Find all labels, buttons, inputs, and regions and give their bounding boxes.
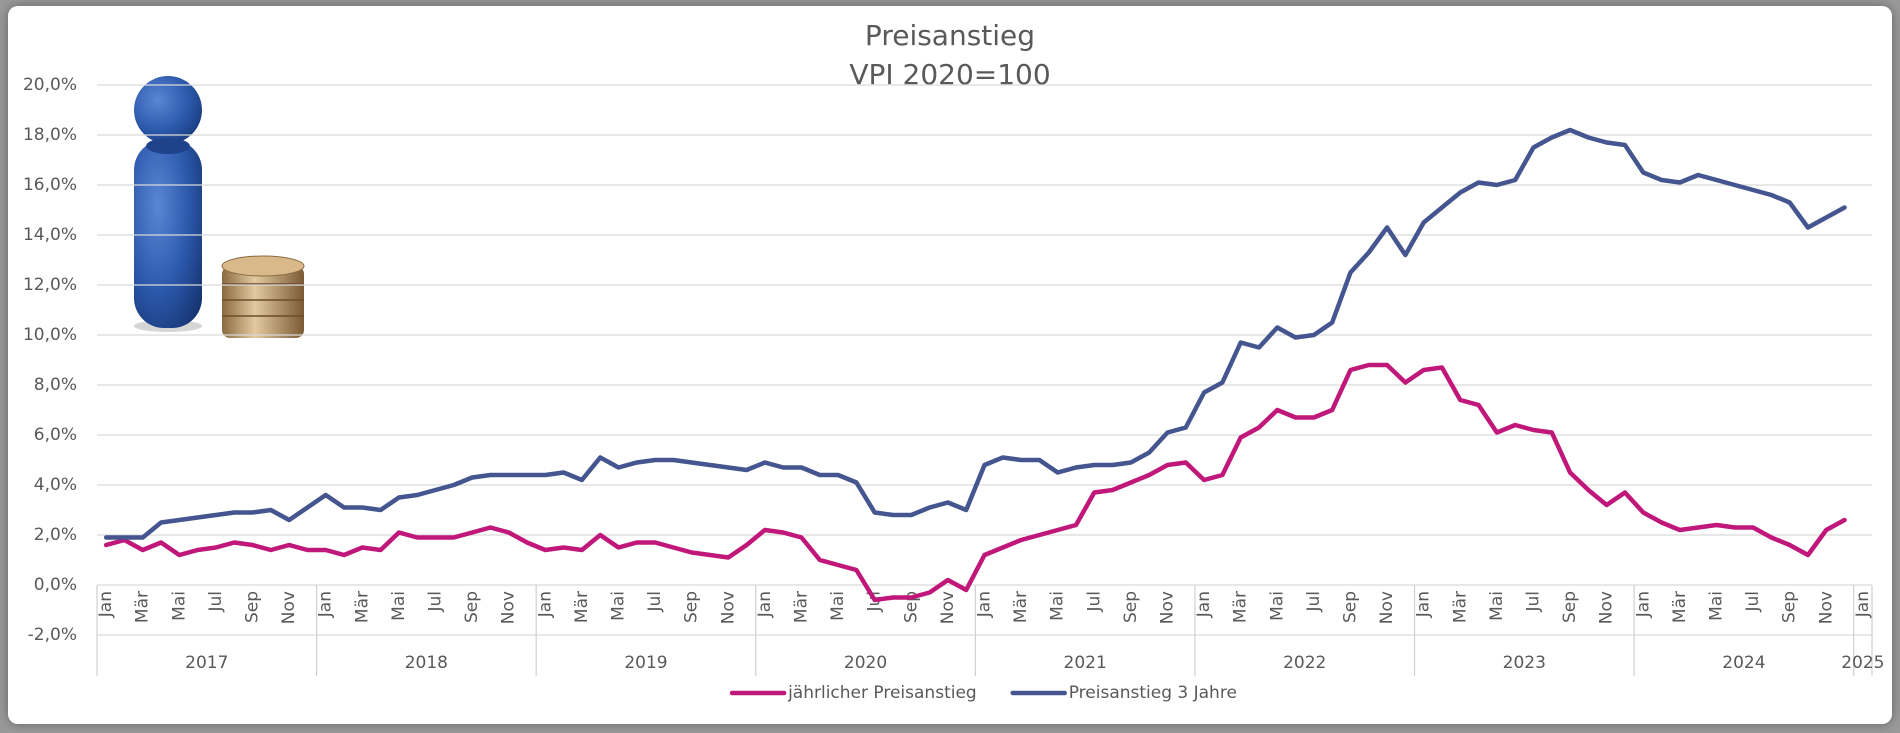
x-tick-label: Mär [572,591,592,623]
x-tick-label: Sep [462,591,482,623]
x-group-label: 2020 [844,653,887,673]
chart-subtitle: VPI 2020=100 [849,58,1050,91]
x-tick-label: Sep [682,591,702,623]
y-tick-label: 16,0% [23,175,77,195]
y-tick-label: -2,0% [28,625,77,645]
x-tick-label: Jan [975,591,995,618]
x-tick-label: Mär [1231,591,1251,623]
x-tick-label: Mai [1267,591,1287,621]
x-tick-label: Nov [938,591,958,624]
x-tick-label: Mär [792,591,812,623]
x-group-label: 2021 [1064,653,1107,673]
x-tick-label: Jan [1853,591,1873,618]
x-group-label: 2023 [1503,653,1546,673]
x-tick-label: Jan [316,591,336,618]
x-tick-label: Nov [718,591,738,624]
x-tick-label: Jul [1743,591,1763,613]
x-tick-label: Jan [96,591,116,618]
x-tick-label: Sep [1340,591,1360,623]
x-tick-label: Sep [243,591,263,623]
y-tick-label: 18,0% [23,125,77,145]
x-group-label: 2017 [185,653,228,673]
x-tick-label: Mai [1706,591,1726,621]
legend-label: jährlicher Preisanstieg [787,683,977,703]
x-tick-label: Jul [426,591,446,613]
x-tick-label: Jan [755,591,775,618]
x-group-label: 2019 [624,653,667,673]
x-tick-label: Mai [828,591,848,621]
data-line [103,127,1847,540]
y-tick-label: 4,0% [34,475,77,495]
x-tick-label: Jan [1633,591,1653,618]
y-tick-label: 12,0% [23,275,77,295]
x-tick-label: Sep [1121,591,1141,623]
y-tick-label: 10,0% [23,325,77,345]
x-tick-label: Nov [1377,591,1397,624]
legend-label: Preisanstieg 3 Jahre [1069,683,1237,703]
x-tick-label: Sep [1780,591,1800,623]
x-tick-label: Mai [1487,591,1507,621]
x-tick-label: Nov [499,591,519,624]
decoration-coins [221,255,305,338]
x-tick-label: Jul [1304,591,1324,613]
x-tick-label: Nov [1816,591,1836,624]
y-tick-label: 6,0% [34,425,77,445]
x-tick-label: Jan [1194,591,1214,618]
x-tick-label: Jan [1414,591,1434,618]
y-tick-label: 20,0% [23,75,77,95]
x-group-label: 2024 [1722,653,1765,673]
x-tick-label: Jul [1084,591,1104,613]
x-tick-label: Jan [535,591,555,618]
x-tick-label: Mai [169,591,189,621]
x-tick-label: Mär [1450,591,1470,623]
y-tick-label: 2,0% [34,525,77,545]
chart-title: Preisanstieg [865,19,1035,52]
data-line [103,362,1847,603]
x-tick-label: Nov [1157,591,1177,624]
y-tick-label: 0,0% [34,575,77,595]
x-tick-label: Jul [645,591,665,613]
y-tick-label: 14,0% [23,225,77,245]
x-tick-label: Mai [609,591,629,621]
x-tick-label: Jul [206,591,226,613]
x-tick-label: Mär [1670,591,1690,623]
x-tick-label: Jul [1523,591,1543,613]
x-tick-label: Mär [133,591,153,623]
x-group-label: 2022 [1283,653,1326,673]
x-tick-label: Sep [1560,591,1580,623]
x-group-label: 2025 [1841,653,1884,673]
x-tick-label: Mär [352,591,372,623]
y-tick-label: 8,0% [34,375,77,395]
legend: jährlicher Preisanstieg Preisanstieg 3 Ja… [729,683,1237,703]
x-group-label: 2018 [405,653,448,673]
x-tick-label: Nov [1597,591,1617,624]
x-tick-label: Mär [1011,591,1031,623]
decoration-figure [134,76,202,332]
x-tick-label: Mai [389,591,409,621]
x-tick-label: Mai [1048,591,1068,621]
x-tick-label: Nov [279,591,299,624]
